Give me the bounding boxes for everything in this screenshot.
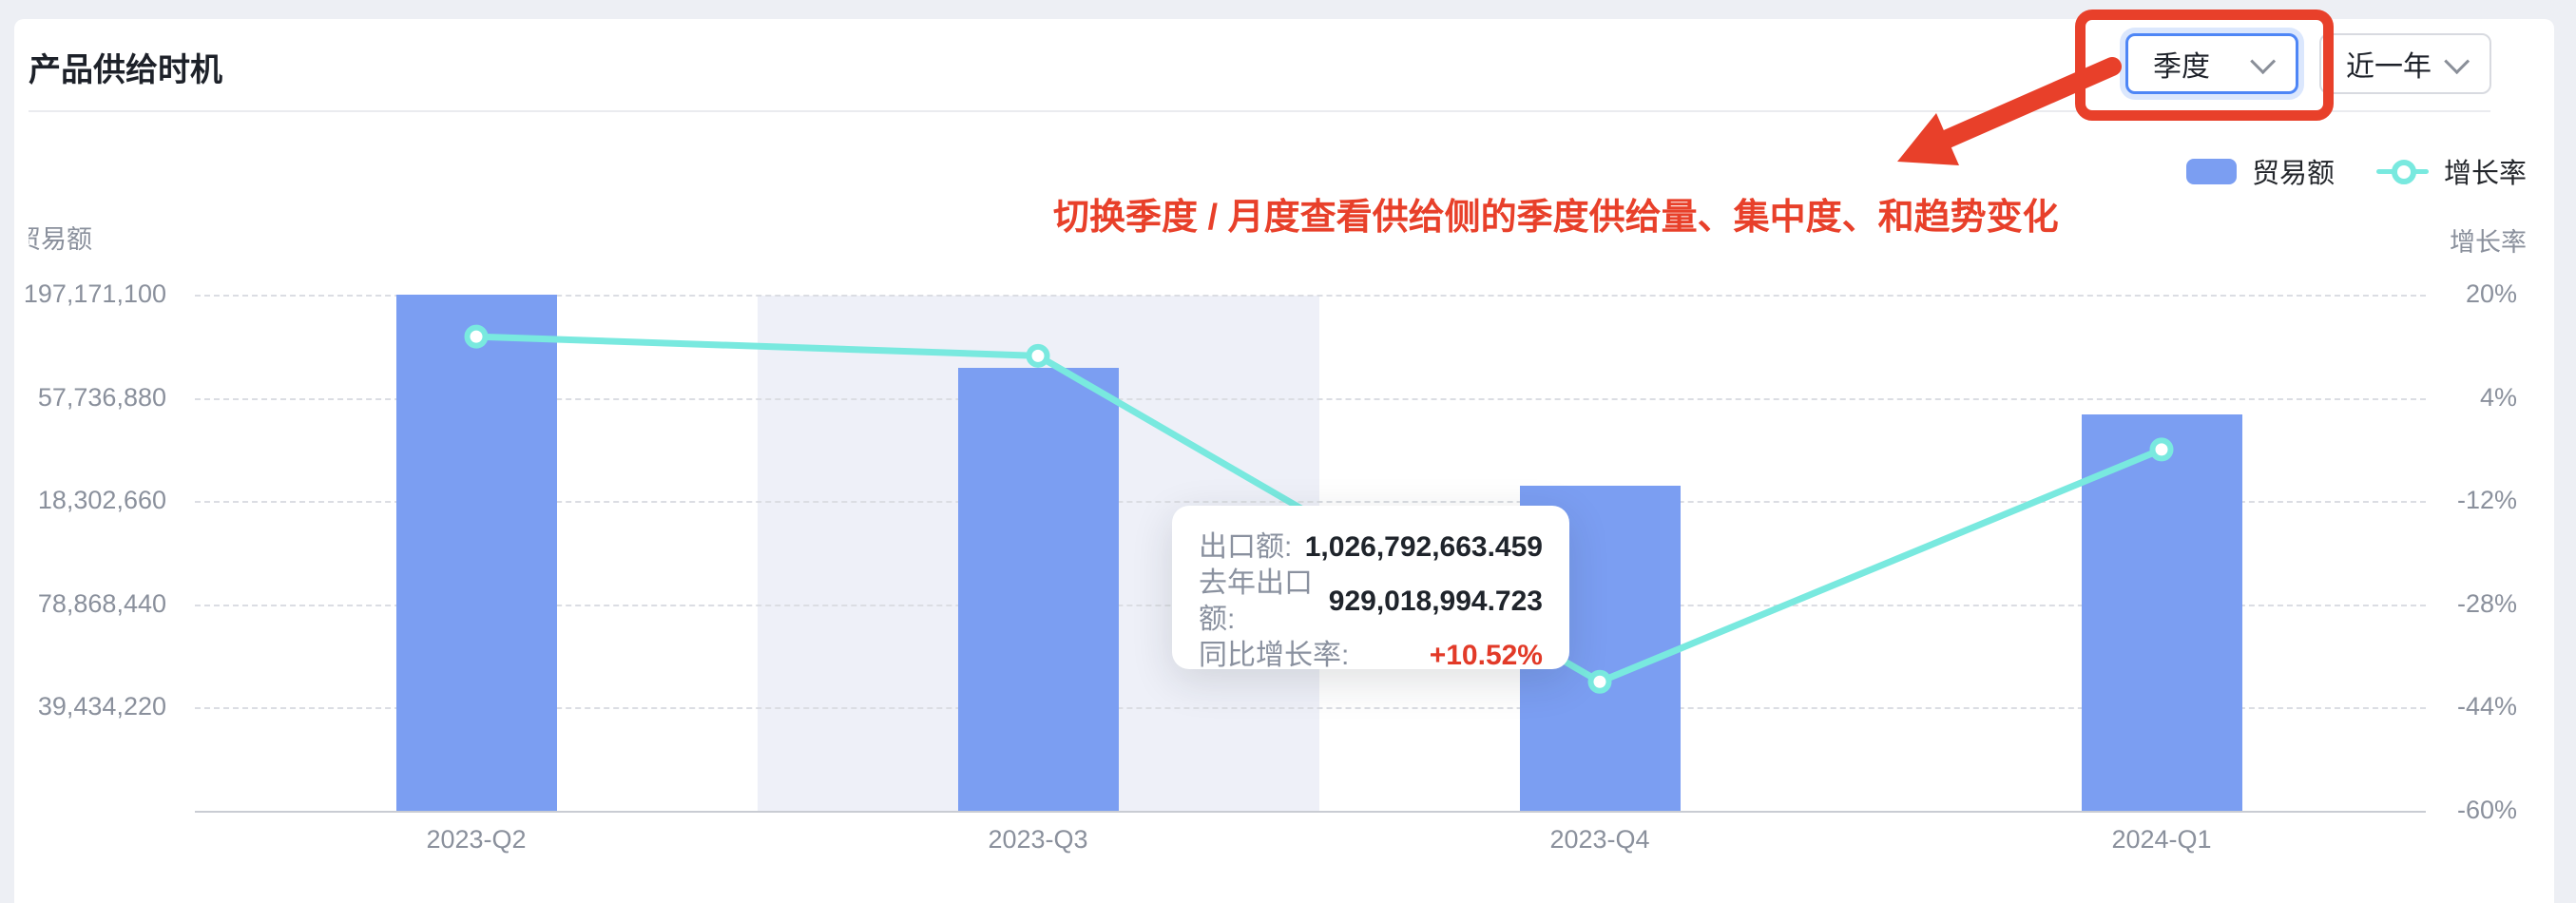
tooltip-value: +10.52% [1429, 640, 1543, 671]
line-point-2023-Q4[interactable] [1587, 669, 1612, 694]
page-title: 产品供给时机 [29, 52, 222, 88]
x-axis-label: 2023-Q4 [1549, 825, 1650, 854]
legend-item-trade-amount[interactable]: 贸易额 [2186, 151, 2335, 191]
right-axis-tick-label: 20% [2465, 279, 2517, 308]
tooltip-label: 去年出口额: [1199, 567, 1313, 635]
bar-2023-Q2[interactable] [395, 295, 557, 811]
x-axis-label: 2023-Q2 [426, 825, 527, 854]
legend-label: 增长率 [2444, 159, 2528, 189]
legend-item-growth-rate[interactable]: 增长率 [2376, 151, 2527, 191]
tooltip-row: 出口额: 1,026,792,663.459 [1199, 529, 1543, 566]
gridline [195, 397, 2426, 400]
right-axis-tick-label: -12% [2456, 486, 2517, 515]
chart-tooltip: 出口额: 1,026,792,663.459 去年出口额: 929,018,994.7… [1172, 506, 1569, 671]
line-point-2023-Q3[interactable] [1026, 343, 1050, 368]
left-axis-title: 贸易额 [29, 225, 92, 253]
left-axis-tick-label: 57,736,880 [37, 382, 166, 412]
time-range-select-value: 近一年 [2346, 51, 2432, 83]
granularity-select-value: 季度 [2153, 51, 2210, 83]
chart-legend: 贸易额 增长率 [2186, 152, 2527, 190]
tooltip-value: 1,026,792,663.459 [1304, 531, 1543, 563]
left-axis-tick-label: 18,302,660 [37, 486, 166, 515]
line-swatch-icon [2376, 159, 2430, 184]
x-axis-line [195, 811, 2426, 813]
left-axis-title-wrap: 贸易额 [29, 219, 101, 253]
line-point-2024-Q1[interactable] [2149, 437, 2174, 462]
left-axis-tick-label: 39,434,220 [37, 692, 166, 721]
annotation-text: 切换季度 / 月度查看供给侧的季度供给量、集中度、和趋势变化 [1053, 198, 2059, 238]
line-point-2023-Q2[interactable] [464, 324, 489, 349]
right-axis-tick-label: 4% [2479, 382, 2517, 412]
header-divider [29, 110, 2490, 112]
left-axis-tick-label: 197,171,100 [23, 279, 166, 308]
legend-label: 贸易额 [2252, 159, 2336, 189]
bar-2023-Q3[interactable] [957, 368, 1119, 811]
gridline [195, 501, 2426, 504]
right-axis-tick-label: -28% [2456, 588, 2517, 618]
right-axis-tick-label: -44% [2456, 692, 2517, 721]
gridline [195, 707, 2426, 710]
right-axis-tick-label: -60% [2456, 796, 2517, 824]
tooltip-label: 出口额: [1199, 531, 1293, 563]
right-axis-title: 增长率 [2450, 228, 2527, 257]
granularity-select[interactable]: 季度 [2125, 33, 2298, 94]
time-range-select[interactable]: 近一年 [2319, 33, 2491, 94]
bar-swatch-icon [2186, 158, 2237, 184]
tooltip-row: 同比增长率: +10.52% [1199, 638, 1543, 674]
tooltip-value: 929,018,994.723 [1328, 586, 1543, 617]
left-axis-tick-label: 78,868,440 [37, 588, 166, 618]
tooltip-label: 同比增长率: [1199, 640, 1350, 671]
x-axis-label: 2023-Q3 [988, 825, 1088, 854]
x-axis-label: 2024-Q1 [2111, 825, 2212, 854]
tooltip-row: 去年出口额: 929,018,994.723 [1199, 566, 1543, 638]
bar-2024-Q1[interactable] [2081, 413, 2242, 811]
gridline [195, 295, 2426, 297]
